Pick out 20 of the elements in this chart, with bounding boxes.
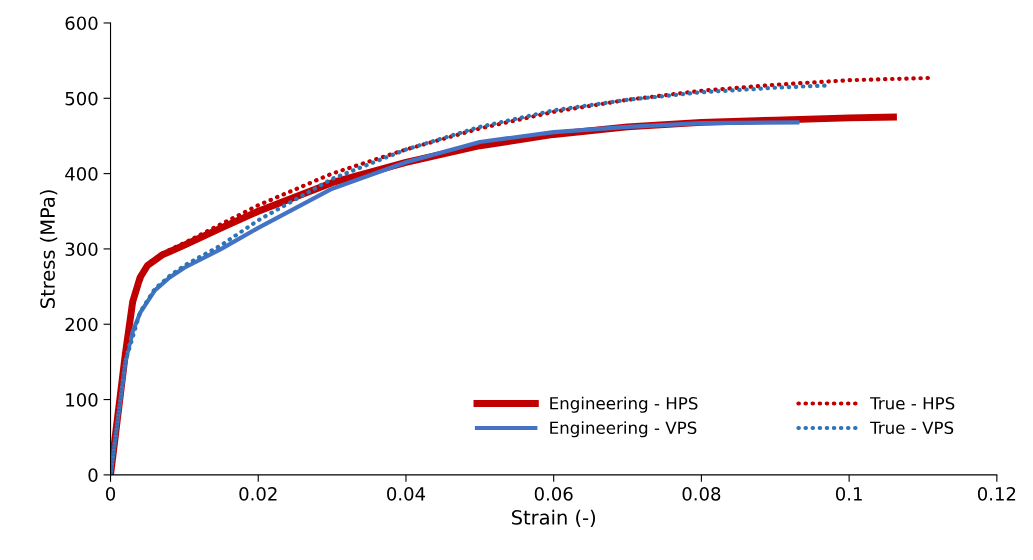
- x-tick-label: 0.08: [682, 487, 721, 501]
- y-tick-label: 0: [88, 468, 98, 482]
- x-tick-label: 0.04: [387, 487, 426, 501]
- y-tick-label: 500: [65, 91, 98, 106]
- legend-label: Engineering - HPS: [550, 396, 698, 413]
- y-axis-title: Stress (MPa): [39, 190, 58, 308]
- y-tick-label: 300: [65, 242, 98, 257]
- x-tick-label: 0.1: [835, 487, 862, 501]
- x-tick-label: 0.02: [239, 487, 277, 501]
- legend-label: True - VPS: [870, 421, 954, 435]
- legend-label: Engineering - VPS: [550, 421, 697, 438]
- x-tick-label: 0.06: [534, 487, 573, 501]
- y-tick-label: 200: [65, 317, 98, 332]
- legend-label: True - HPS: [870, 396, 955, 410]
- x-tick-label: 0.12: [977, 487, 1016, 501]
- y-tick-label: 400: [65, 167, 98, 181]
- x-tick-label: 0: [105, 487, 116, 501]
- y-tick-label: 600: [65, 16, 98, 31]
- y-tick-label: 100: [66, 393, 98, 407]
- x-axis-title: Strain (-): [511, 509, 595, 528]
